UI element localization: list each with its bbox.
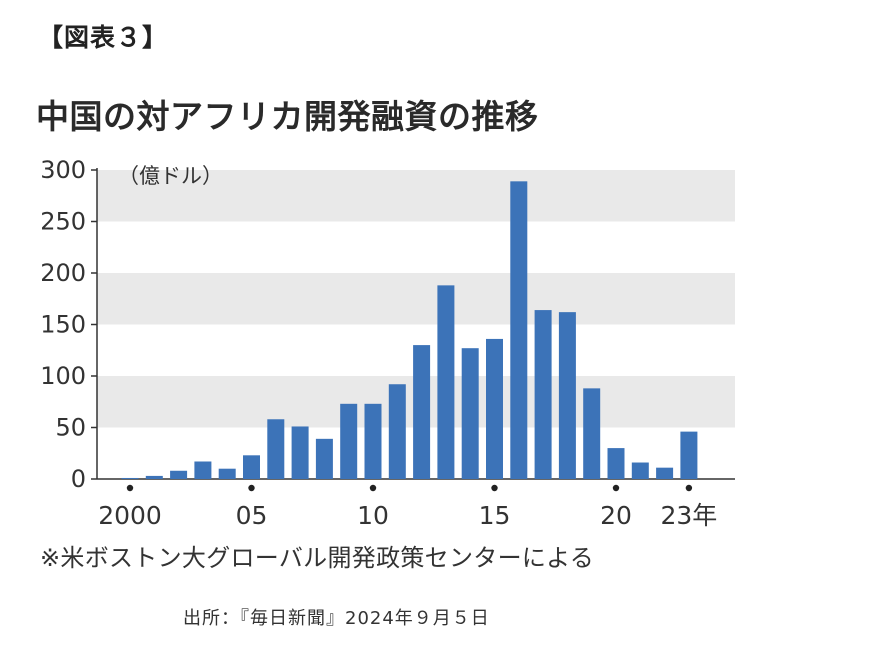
bar-2017 — [534, 310, 552, 479]
bar-2013 — [437, 285, 455, 479]
bar-2018 — [558, 312, 576, 479]
bar-2023 — [680, 431, 698, 479]
bar-chart: 0 50 100 150 200 250 300 2000 05 10 15 20 23年 （億ドル） — [40, 156, 735, 530]
x-tick-dot — [248, 484, 255, 492]
grid-band — [97, 273, 735, 325]
x-tick-label: 20 — [600, 501, 632, 530]
bar-2022 — [656, 467, 674, 479]
y-tick-label: 100 — [40, 362, 86, 390]
bar-2003 — [194, 461, 212, 479]
chart-title: 中国の対アフリカ開発融資の推移 — [36, 97, 539, 136]
bar-2009 — [340, 403, 358, 479]
x-tick-label: 23年 — [660, 501, 717, 530]
x-tick-dot — [685, 484, 693, 492]
bar-2016 — [510, 181, 528, 479]
bar-2000 — [121, 477, 139, 479]
bar-2020 — [607, 448, 625, 479]
bar-2021 — [631, 462, 649, 479]
bar-2008 — [315, 438, 333, 479]
x-tick-dot — [612, 484, 620, 492]
y-axis-ticks: 0 50 100 150 200 250 300 — [40, 156, 97, 493]
y-tick-label: 250 — [40, 208, 86, 236]
bar-2006 — [267, 419, 285, 479]
bar-2002 — [170, 470, 188, 479]
bar-2019 — [583, 388, 601, 479]
x-axis-ticks: 2000 05 10 15 20 23年 — [98, 484, 717, 530]
bar-2004 — [218, 468, 236, 479]
bar-2012 — [413, 345, 431, 479]
bar-2001 — [145, 475, 163, 479]
figure-label: 【図表３】 — [38, 23, 169, 52]
x-tick-label: 2000 — [98, 501, 162, 530]
bar-2007 — [291, 426, 309, 479]
bar-2014 — [461, 348, 479, 479]
x-tick-label: 05 — [236, 501, 268, 530]
bars — [121, 181, 698, 479]
bar-2005 — [243, 455, 260, 479]
y-tick-label: 0 — [71, 465, 86, 493]
bar-2010 — [364, 403, 382, 479]
bar-2015 — [486, 338, 503, 479]
x-tick-dot — [491, 484, 498, 492]
bar-2011 — [388, 384, 406, 479]
y-tick-label: 150 — [40, 311, 86, 339]
source-note: ※米ボストン大グローバル開発政策センターによる — [40, 544, 595, 572]
y-tick-label: 200 — [40, 259, 86, 287]
background-bands — [97, 170, 735, 428]
unit-label: （億ドル） — [118, 164, 223, 188]
y-tick-label: 50 — [55, 414, 86, 442]
x-tick-label: 10 — [357, 501, 389, 530]
source-citation: 出所：『毎日新聞』2024年９月５日 — [183, 608, 490, 629]
x-tick-dot — [126, 484, 134, 492]
grid-band — [97, 170, 735, 222]
x-tick-label: 15 — [479, 501, 511, 530]
y-tick-label: 300 — [40, 156, 86, 184]
x-tick-dot — [369, 484, 377, 492]
